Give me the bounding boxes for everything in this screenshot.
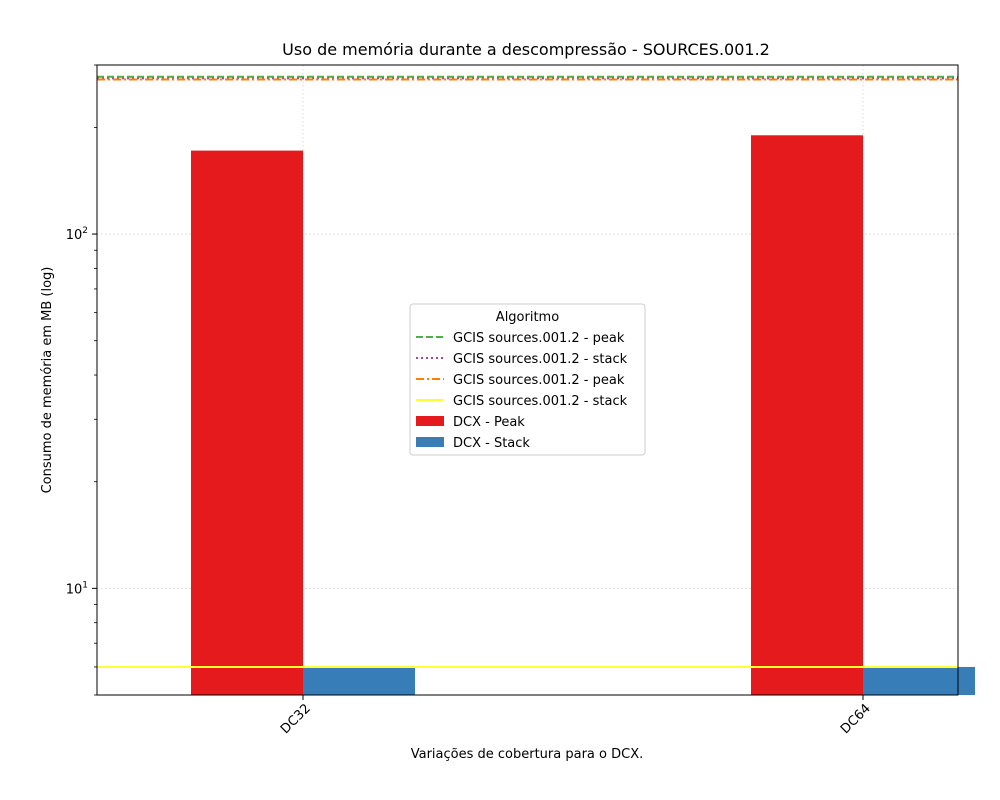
bar-dcx-stack [863,666,975,695]
legend-box [409,303,646,456]
legend-entry-label: GCIS sources.001.2 - peak [453,373,625,388]
y-axis-label: Consumo de memória em MB (log) [40,267,55,494]
legend-entry-label: DCX - Stack [453,436,530,451]
legend-entry-label: GCIS sources.001.2 - peak [453,331,625,346]
legend-bar-swatch [416,416,444,426]
x-axis-label: Variações de cobertura para o DCX. [411,747,644,762]
bar-dcx-peak [191,150,303,696]
x-tick-label: DC32 [278,701,314,737]
plot-area-frame [96,64,959,696]
bar-dcx-peak [751,135,863,696]
legend-entry-label: DCX - Peak [453,415,525,430]
chart-title: Uso de memória durante a descompressão -… [282,40,770,59]
y-tick-label: 101 [66,580,88,597]
legend-bar-swatch [416,437,444,447]
x-tick-label: DC64 [838,701,874,737]
y-tick-label: 102 [66,226,88,243]
legend-entry-label: GCIS sources.001.2 - stack [453,394,628,409]
reference-lines [97,75,958,668]
bar-dcx-stack [303,666,415,695]
legend-title: Algoritmo [496,310,559,325]
bars [191,135,975,696]
legend-entry-label: GCIS sources.001.2 - stack [453,352,628,367]
y-axis-ticks: 101 102 [66,64,97,696]
legend: Algoritmo GCIS sources.001.2 - peak GCIS s… [409,303,646,456]
x-axis-ticks: DC32 DC64 [278,695,874,737]
